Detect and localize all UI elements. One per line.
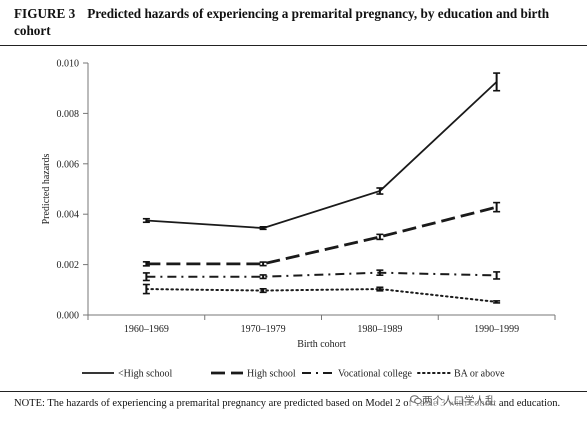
- series-line-solid: [146, 81, 498, 229]
- series-layer: [142, 72, 501, 304]
- y-tick-label: 0.008: [57, 109, 80, 120]
- figure-note: NOTE: The hazards of experiencing a prem…: [14, 398, 561, 409]
- x-tick-label: 1980–1989: [357, 324, 402, 335]
- y-axis-label: Predicted hazards: [41, 153, 52, 224]
- figure-title: Predicted hazards of experiencing a prem…: [14, 6, 550, 38]
- header-rule: [0, 45, 587, 46]
- watermark: 两个人口学人乱: [408, 393, 498, 408]
- series-line-dash-dot: [146, 271, 497, 278]
- series-line-long-dash: [146, 205, 497, 266]
- watermark-text: 两个人口学人乱: [422, 395, 496, 407]
- x-axis-label: Birth cohort: [297, 339, 346, 350]
- x-tick-label: 1960–1969: [124, 324, 169, 335]
- figure-label: FIGURE 3: [14, 6, 76, 21]
- note-rule: [0, 391, 587, 392]
- y-tick-label: 0.010: [57, 59, 80, 70]
- legend-label: BA or above: [454, 369, 505, 380]
- figure-header: FIGURE 3 Predicted hazards of experiencin…: [14, 5, 574, 39]
- y-tick-label: 0.006: [57, 159, 80, 170]
- x-tick-label: 1990–1999: [474, 324, 519, 335]
- y-tick-label: 0.002: [57, 260, 80, 271]
- y-tick-label: 0.000: [57, 311, 80, 322]
- legend-label: <High school: [118, 369, 172, 380]
- x-tick-label: 1970–1979: [241, 324, 286, 335]
- y-tick-label: 0.004: [57, 210, 80, 221]
- axes: 0.000 0.002 0.004 0.006 0.008 0.010 1960–1969 1…: [41, 59, 556, 350]
- legend-label: High school: [247, 369, 296, 380]
- line-chart: 0.000 0.002 0.004 0.006 0.008 0.010 1960–1969 1…: [41, 59, 556, 380]
- series-line-dotted: [145, 288, 498, 303]
- legend-label: Vocational college: [338, 369, 413, 380]
- legend: <High school High school Vocational colleg…: [82, 369, 505, 380]
- wechat-icon: [410, 395, 422, 405]
